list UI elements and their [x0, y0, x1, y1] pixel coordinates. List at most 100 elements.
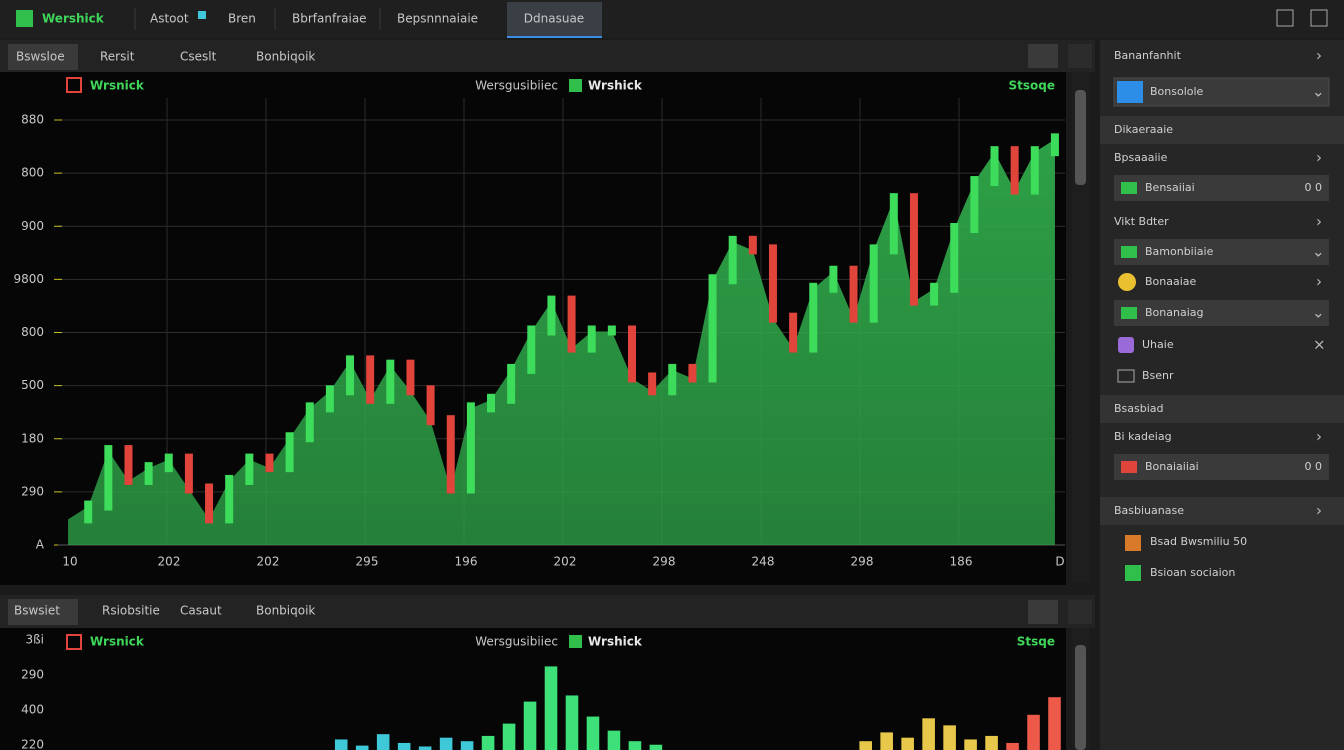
dropdown[interactable] — [1114, 239, 1329, 265]
candle — [184, 453, 193, 494]
x-tick-label: 202 — [257, 555, 280, 569]
bar — [439, 737, 453, 750]
row[interactable]: Bsioan sociaion — [1150, 566, 1235, 579]
bar — [565, 695, 579, 750]
scroll-thumb[interactable] — [1075, 645, 1086, 750]
y-tick-label: 880 — [21, 113, 44, 127]
menu-item[interactable]: Bren — [228, 12, 256, 26]
bar — [1048, 697, 1061, 750]
arrow[interactable]: › — [1316, 213, 1322, 231]
row[interactable]: Bi kadeiag — [1114, 430, 1172, 443]
arrow[interactable]: › — [1316, 47, 1322, 65]
icon-button[interactable] — [1028, 44, 1058, 68]
candle — [668, 363, 677, 396]
chart-header: Wersgusibiiec — [475, 635, 558, 649]
icon-button[interactable] — [1068, 44, 1092, 68]
row[interactable]: Vikt Bdter — [1114, 215, 1169, 228]
y-tick-label: 290 — [21, 668, 44, 682]
brand-icon — [569, 635, 582, 648]
bar — [901, 737, 914, 750]
row[interactable]: Bsad Bwsmiliu 50 — [1150, 535, 1247, 548]
candle — [688, 363, 697, 383]
dropdown[interactable] — [1113, 77, 1330, 107]
tab[interactable]: Bswsloe — [16, 50, 65, 64]
chart-icon — [66, 77, 82, 93]
tab[interactable]: Casaut — [180, 604, 222, 618]
dropdown[interactable] — [1114, 300, 1329, 326]
dropdown-label[interactable]: Bonsolole — [1150, 85, 1204, 98]
icon-button[interactable] — [1068, 600, 1092, 624]
brand-icon — [569, 79, 582, 92]
row[interactable]: Bpsaaaiie — [1114, 151, 1168, 164]
candle — [426, 385, 435, 426]
candle — [1050, 133, 1059, 157]
dropdown-icon — [1121, 307, 1137, 319]
y-tick-label: 220 — [21, 738, 44, 750]
menu-item[interactable]: Bepsnnnaiaie — [397, 12, 478, 26]
candle — [809, 282, 818, 353]
candle — [849, 265, 858, 323]
x-tick-label: 196 — [455, 555, 478, 569]
bar — [859, 741, 872, 750]
arrow[interactable]: › — [1316, 273, 1322, 291]
chevron[interactable]: ⌄ — [1312, 243, 1325, 261]
icon-button[interactable] — [1028, 600, 1058, 624]
tab[interactable]: Bonbiqoik — [256, 604, 315, 618]
candle — [265, 453, 274, 473]
bar — [985, 735, 998, 750]
field[interactable] — [1114, 175, 1329, 201]
candle — [466, 402, 475, 494]
active-tab[interactable] — [8, 599, 78, 625]
y-tick-label: A — [36, 538, 45, 552]
candle — [950, 223, 959, 293]
bar — [607, 730, 621, 750]
chart-header: Wersgusibiiec — [475, 79, 558, 93]
section-band — [1100, 395, 1344, 423]
bar — [964, 739, 977, 750]
scroll-thumb[interactable] — [1075, 90, 1086, 185]
scrollbar[interactable] — [1072, 72, 1090, 582]
row-icon — [1117, 369, 1135, 383]
candle — [970, 176, 979, 234]
chart-header: Wrsnick — [90, 79, 145, 93]
active-tab[interactable] — [507, 2, 602, 37]
chevron[interactable]: ⌄ — [1312, 304, 1325, 322]
row[interactable]: Uhaie — [1142, 338, 1174, 351]
icon-button[interactable] — [1276, 9, 1294, 27]
y-tick-label: 400 — [21, 703, 44, 717]
menu-item[interactable]: Astoot — [150, 12, 189, 26]
chart-header: Wrshick — [588, 635, 643, 649]
tab[interactable]: Bswsiet — [14, 604, 60, 618]
dropdown-label[interactable]: Bamonbiiaie — [1145, 245, 1214, 258]
icon-button[interactable] — [1310, 9, 1328, 27]
field-label[interactable]: Bensaiiai — [1145, 181, 1195, 194]
chevron[interactable]: ⌄ — [1312, 83, 1325, 101]
candle — [748, 235, 757, 255]
candle — [386, 359, 395, 404]
menu-item[interactable]: Ddnasuae — [524, 12, 584, 26]
arrow[interactable]: › — [1316, 149, 1322, 167]
tab[interactable]: Bonbiqoik — [256, 50, 315, 64]
candle — [124, 445, 133, 485]
arrow[interactable]: › — [1316, 428, 1322, 446]
chart-header: Stsqe — [1017, 635, 1055, 649]
bar — [922, 718, 935, 750]
tab[interactable]: Cseslt — [180, 50, 217, 64]
y-tick-label: 9800 — [13, 272, 44, 286]
row[interactable]: Bsenr — [1142, 369, 1174, 382]
field-label[interactable]: Bonaiaiiai — [1145, 460, 1199, 473]
menu-item[interactable]: Bbrfanfraiae — [292, 12, 367, 26]
dropdown-label[interactable]: Bonanaiag — [1145, 306, 1203, 319]
tab[interactable]: Rsiobsitie — [102, 604, 160, 618]
arrow[interactable]: › — [1316, 502, 1322, 520]
field[interactable] — [1114, 454, 1329, 480]
row[interactable]: Bonaaiae — [1145, 275, 1197, 288]
close[interactable]: × — [1313, 336, 1326, 354]
candle — [366, 355, 375, 404]
candle — [1010, 146, 1019, 195]
active-tab[interactable] — [8, 44, 78, 70]
tab[interactable]: Rersit — [100, 50, 135, 64]
candle — [507, 363, 516, 404]
x-tick-label: 295 — [356, 555, 379, 569]
